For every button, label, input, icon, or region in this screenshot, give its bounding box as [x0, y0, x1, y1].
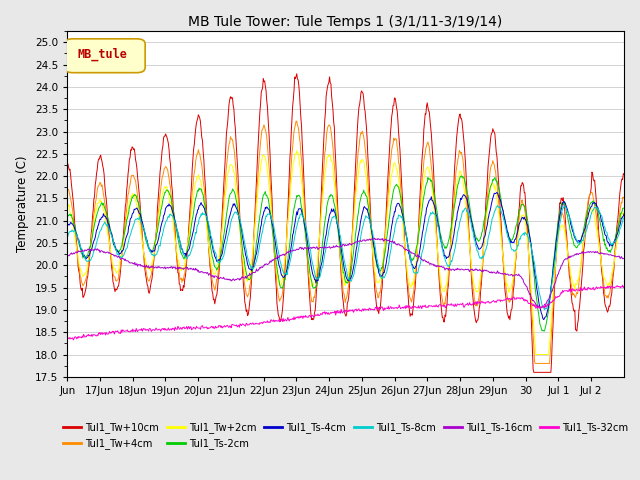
- Legend: Tul1_Tw+10cm, Tul1_Tw+4cm, Tul1_Tw+2cm, Tul1_Ts-2cm, Tul1_Ts-4cm, Tul1_Ts-8cm, T: Tul1_Tw+10cm, Tul1_Tw+4cm, Tul1_Tw+2cm, …: [59, 418, 632, 453]
- Text: MB_tule: MB_tule: [77, 48, 127, 61]
- Y-axis label: Temperature (C): Temperature (C): [17, 156, 29, 252]
- Title: MB Tule Tower: Tule Temps 1 (3/1/11-3/19/14): MB Tule Tower: Tule Temps 1 (3/1/11-3/19…: [188, 15, 503, 29]
- FancyBboxPatch shape: [65, 39, 145, 72]
